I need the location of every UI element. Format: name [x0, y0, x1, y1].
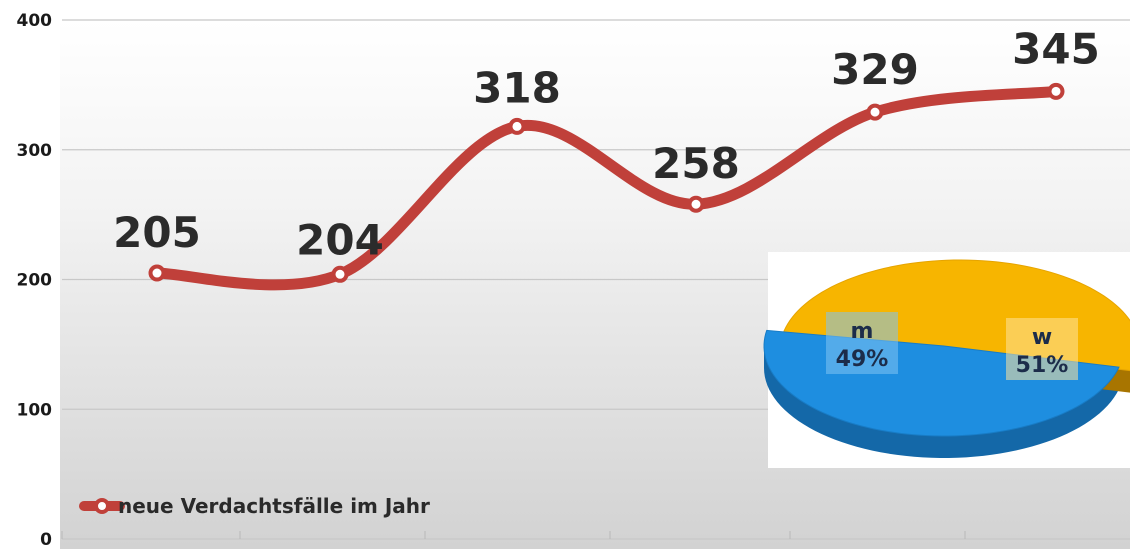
data-point-marker	[331, 265, 349, 283]
pie-label-m-bg	[826, 312, 898, 374]
data-point-marker	[866, 103, 884, 121]
pie-label-m-category: m	[851, 319, 874, 344]
pie-label-m: m 49%	[826, 312, 898, 374]
data-point-marker	[508, 117, 526, 135]
y-axis-ticks: 0 100 200 300 400	[17, 11, 53, 549]
series-line	[151, 85, 1062, 291]
data-label: 345	[1012, 24, 1100, 73]
y-tick-label: 200	[17, 271, 53, 291]
legend-label: neue Verdachtsfälle im Jahr	[118, 494, 430, 518]
pie-label-w-category: w	[1032, 325, 1052, 350]
data-label: 205	[113, 208, 201, 257]
data-point-marker	[148, 264, 166, 282]
series-group	[148, 82, 1065, 291]
data-label: 329	[831, 45, 919, 94]
pie-label-w: w 51%	[1006, 318, 1078, 380]
data-point-marker	[1047, 82, 1065, 100]
data-point-marker	[687, 195, 705, 213]
legend-marker	[94, 498, 110, 514]
data-label: 318	[473, 63, 561, 112]
data-label: 204	[296, 215, 384, 264]
legend: neue Verdachtsfälle im Jahr	[79, 494, 430, 518]
pie-label-m-percent: 49%	[836, 347, 889, 372]
data-labels: 205 204 318 258 329 345	[113, 24, 1100, 264]
y-tick-label: 0	[40, 530, 52, 549]
pie-label-w-bg	[1006, 318, 1078, 380]
y-tick-label: 300	[17, 141, 53, 161]
pie-slice-m-side	[764, 346, 1119, 458]
y-tick-label: 100	[17, 400, 53, 420]
pie-chart-inset: m 49% w 51%	[763, 252, 1130, 468]
pie-label-w-percent: 51%	[1016, 353, 1069, 378]
y-tick-label: 400	[17, 11, 53, 31]
data-label: 258	[652, 139, 740, 188]
